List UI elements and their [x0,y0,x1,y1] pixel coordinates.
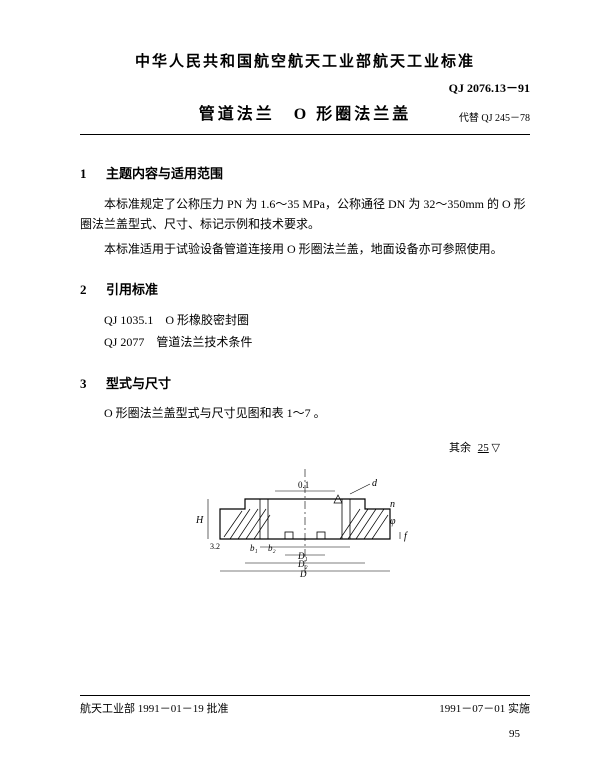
header-block: QJ 2076.13－91 管道法兰 O 形圈法兰盖 代替 QJ 245－78 [80,79,530,135]
section-2-num: 2 [80,282,87,297]
reference-1: QJ 1035.1 O 形橡胶密封圈 [104,310,530,332]
dim-f: f [404,531,408,542]
surplus-triangle-icon: ▽ [492,442,500,454]
standard-code: QJ 2076.13－91 [80,79,530,96]
section-3-note: O 形圈法兰盖型式与尺寸见图和表 1～7 。 [104,404,530,421]
dim-H: H [195,515,204,526]
section-1: 1 主题内容与适用范围 本标准规定了公称压力 PN 为 1.6～35 MPa，公… [80,163,530,259]
approved-text: 航天工业部 1991－01－19 批准 [80,700,229,716]
section-3: 3 型式与尺寸 O 形圈法兰盖型式与尺寸见图和表 1～7 。 其余 25 ▽ [80,373,530,579]
dim-b2: b₂ [268,543,276,553]
section-2: 2 引用标准 QJ 1035.1 O 形橡胶密封圈 QJ 2077 管道法兰技术… [80,279,530,353]
surplus-value: 25 [478,442,489,454]
section-2-title: 引用标准 [106,282,158,297]
surplus-text: 其余 [449,442,471,454]
dim-d: d [372,478,378,489]
organization-title: 中华人民共和国航空航天工业部航天工业标准 [80,50,530,71]
flange-diagram: 0.1 d n φ H 3.2 f b₁ b₂ D₁ D₂ D [190,469,420,579]
dim-n: n [390,499,395,510]
page-number: 95 [509,728,520,740]
dim-phi: φ [390,516,396,527]
dim-D2: D₂ [297,559,308,569]
section-3-title: 型式与尺寸 [106,376,171,391]
dim-top: 0.1 [298,480,309,490]
footer: 航天工业部 1991－01－19 批准 1991－07－01 实施 [80,695,530,716]
reference-2: QJ 2077 管道法兰技术条件 [104,332,530,354]
section-2-heading: 2 引用标准 [80,279,530,298]
dim-h1: 3.2 [210,542,220,551]
effective-text: 1991－07－01 实施 [439,700,530,716]
section-3-heading: 3 型式与尺寸 [80,373,530,392]
replaces-text: 代替 QJ 245－78 [459,109,530,124]
diagram-area: 其余 25 ▽ [80,439,530,579]
section-1-heading: 1 主题内容与适用范围 [80,163,530,182]
section-1-para-2: 本标准适用于试验设备管道连接用 O 形圈法兰盖，地面设备亦可参照使用。 [80,239,530,259]
dim-b1: b₁ [250,543,258,553]
section-1-para-1: 本标准规定了公称压力 PN 为 1.6～35 MPa，公称通径 DN 为 32～… [80,194,530,235]
surplus-label: 其余 25 ▽ [449,439,500,455]
section-1-title: 主题内容与适用范围 [106,166,223,181]
section-3-num: 3 [80,376,87,391]
dim-D: D [299,569,307,579]
section-1-num: 1 [80,166,87,181]
